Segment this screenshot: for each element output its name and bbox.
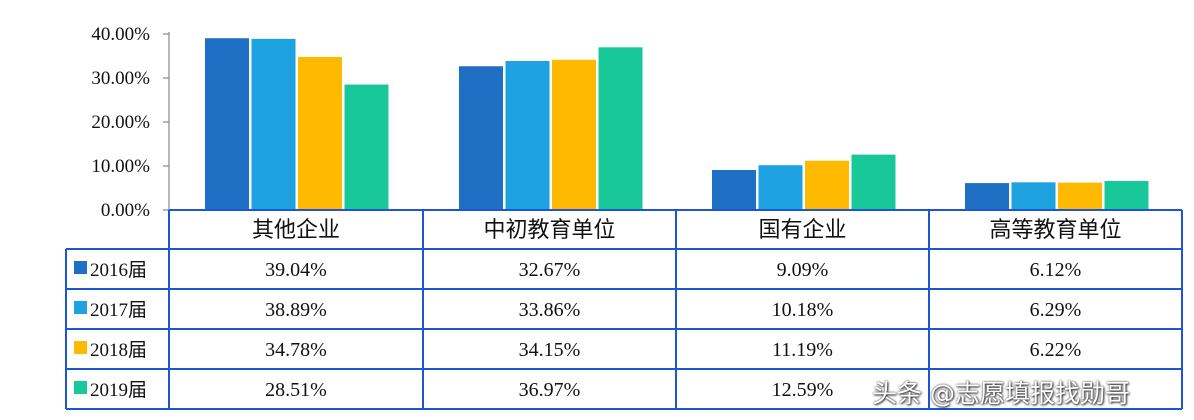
value-label: 6.29% bbox=[1030, 299, 1082, 321]
y-tick-label: 0.00% bbox=[101, 200, 150, 221]
series-name: 2018届 bbox=[90, 340, 147, 361]
bar-4-2 bbox=[598, 47, 643, 210]
y-tick-label: 30.00% bbox=[91, 68, 150, 89]
value-label: 28.51% bbox=[265, 379, 327, 401]
bar-3-1 bbox=[298, 56, 342, 210]
watermark: 头条 @志愿填报找勋哥 bbox=[872, 379, 1130, 408]
bar-4-1 bbox=[344, 84, 389, 210]
value-label: 9.09% bbox=[777, 259, 829, 281]
bar-1-2 bbox=[459, 66, 503, 210]
legend-swatch-2 bbox=[74, 301, 87, 314]
bar-1-4 bbox=[965, 183, 1009, 210]
bar-4-4 bbox=[1104, 181, 1149, 210]
bars bbox=[205, 38, 1149, 211]
value-label: 12.59% bbox=[772, 379, 834, 401]
legend-swatch-3 bbox=[74, 341, 87, 354]
value-label: 38.89% bbox=[265, 299, 327, 321]
value-label: 36.97% bbox=[519, 379, 581, 401]
series-name: 2016届 bbox=[90, 260, 147, 281]
legend-swatch-4 bbox=[74, 381, 87, 394]
bar-2-1 bbox=[251, 38, 296, 210]
series-name: 2019届 bbox=[90, 380, 147, 401]
bar-2-2 bbox=[505, 61, 550, 211]
value-label: 34.78% bbox=[265, 339, 327, 361]
category-label: 高等教育单位 bbox=[989, 217, 1121, 242]
value-label: 34.15% bbox=[519, 339, 581, 361]
value-label: 33.86% bbox=[519, 299, 581, 321]
category-label: 中初教育单位 bbox=[483, 217, 615, 242]
value-label: 32.67% bbox=[519, 259, 581, 281]
legend-swatch-1 bbox=[74, 261, 87, 274]
bar-1-1 bbox=[205, 38, 249, 210]
y-tick-label: 10.00% bbox=[91, 156, 150, 177]
bar-3-4 bbox=[1058, 182, 1102, 210]
y-tick-label: 20.00% bbox=[91, 112, 150, 133]
data-table: 其他企业 中初教育单位 国有企业 高等教育单位 2016届 39.04% 32.67% 9.0… bbox=[65, 209, 1183, 410]
value-label: 6.22% bbox=[1030, 339, 1082, 361]
series-name: 2017届 bbox=[90, 300, 147, 321]
value-label: 10.18% bbox=[772, 299, 834, 321]
bar-2-4 bbox=[1011, 182, 1056, 210]
bar-1-3 bbox=[712, 170, 756, 210]
bar-3-2 bbox=[552, 59, 596, 210]
y-tick-label: 40.00% bbox=[91, 24, 150, 45]
bar-2-3 bbox=[758, 165, 803, 210]
axes: 0.00% 10.00% 20.00% 30.00% 40.00% bbox=[91, 24, 170, 221]
category-label: 其他企业 bbox=[252, 217, 340, 242]
category-label: 国有企业 bbox=[758, 217, 846, 242]
bar-4-3 bbox=[851, 154, 896, 210]
bar-3-3 bbox=[805, 160, 849, 210]
value-label: 39.04% bbox=[265, 259, 327, 281]
value-label: 11.19% bbox=[772, 339, 833, 361]
value-label: 6.12% bbox=[1030, 259, 1082, 281]
